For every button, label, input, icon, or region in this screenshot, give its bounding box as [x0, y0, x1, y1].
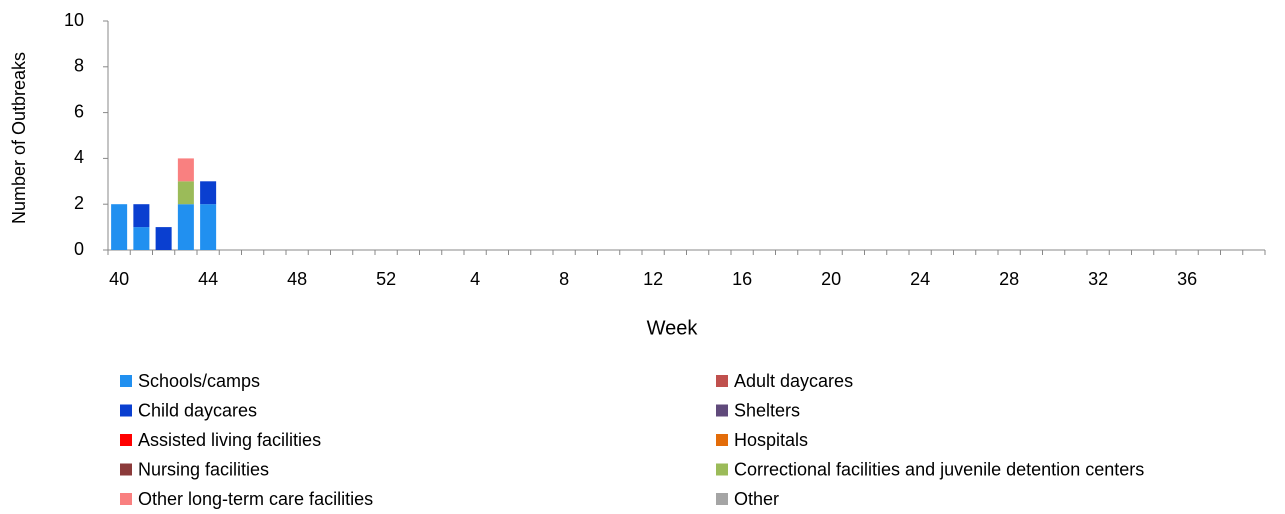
legend-swatch [716, 493, 728, 505]
x-tick-label: 8 [559, 269, 569, 289]
legend-swatch [716, 463, 728, 476]
x-tick-label: 40 [109, 269, 129, 289]
y-tick-label: 10 [64, 10, 84, 30]
legend-swatch [120, 375, 132, 387]
y-tick-label: 8 [74, 56, 84, 76]
bar-segment [177, 181, 194, 205]
x-tick-label: 16 [732, 269, 752, 289]
bar-segment [200, 181, 217, 205]
x-tick-label: 28 [999, 269, 1019, 289]
legend-swatch [120, 434, 132, 446]
x-tick-label: 32 [1088, 269, 1108, 289]
legend-swatch [120, 493, 132, 505]
x-tick-label: 20 [821, 269, 841, 289]
x-tick-label: 4 [470, 269, 480, 289]
legend-swatch [716, 404, 728, 417]
x-tick-label: 44 [198, 269, 218, 289]
y-tick-label: 0 [74, 239, 84, 259]
x-tick-label: 24 [910, 269, 930, 289]
legend-label: Assisted living facilities [138, 430, 321, 450]
legend-label: Other long-term care facilities [138, 489, 373, 509]
x-tick-label: 36 [1177, 269, 1197, 289]
x-tick-label: 48 [287, 269, 307, 289]
legend-label: Nursing facilities [138, 459, 269, 479]
bar-segment [133, 227, 150, 250]
bar-segment [133, 204, 150, 228]
x-tick-label: 52 [376, 269, 396, 289]
bar-segment [200, 204, 217, 250]
legend-label: Correctional facilities and juvenile det… [734, 459, 1144, 479]
bar-segment [177, 158, 194, 182]
legend-swatch [716, 375, 728, 387]
legend-label: Adult daycares [734, 371, 853, 391]
legend-swatch [120, 404, 132, 417]
legend-label: Shelters [734, 400, 800, 420]
bar-segment [111, 204, 128, 250]
legend-label: Child daycares [138, 400, 257, 420]
y-tick-label: 4 [74, 147, 84, 167]
legend-label: Hospitals [734, 430, 808, 450]
legend-label: Other [734, 489, 779, 509]
x-axis-title: Week [647, 317, 699, 339]
legend-swatch [120, 463, 132, 476]
y-tick-label: 2 [74, 193, 84, 213]
bar-segment [155, 227, 172, 250]
y-axis-title: Number of Outbreaks [9, 52, 29, 224]
legend-label: Schools/camps [138, 371, 260, 391]
x-tick-label: 12 [643, 269, 663, 289]
legend-swatch [716, 434, 728, 446]
bar-segment [177, 204, 194, 250]
y-tick-label: 6 [74, 101, 84, 121]
